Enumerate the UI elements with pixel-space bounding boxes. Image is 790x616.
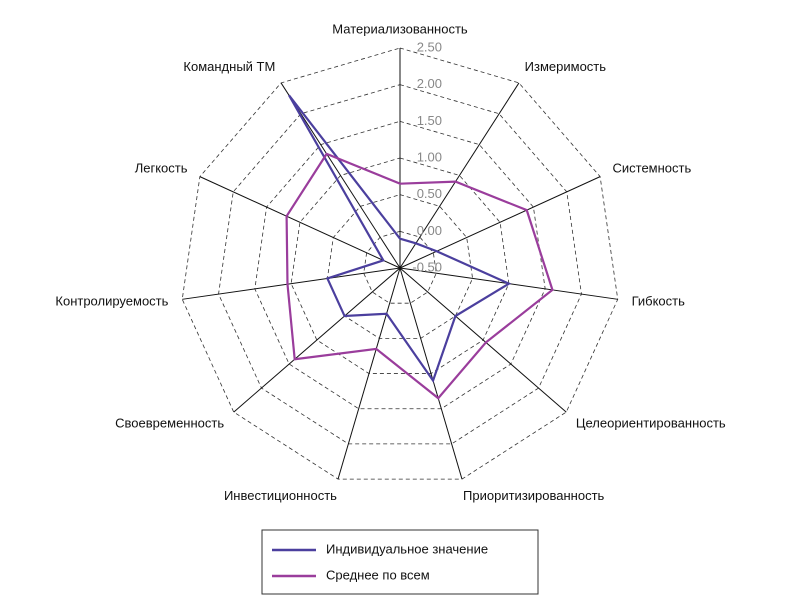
- category-label: Контролируемость: [55, 293, 168, 308]
- grid-line: [181, 47, 619, 480]
- tick-label: 1.50: [417, 113, 442, 128]
- category-label: Системность: [612, 161, 691, 176]
- axis-line: [337, 267, 401, 480]
- category-label: Своевременность: [115, 415, 224, 430]
- axis-line: [199, 176, 401, 269]
- tick-label: 0.00: [417, 223, 442, 238]
- series-line: [285, 152, 554, 400]
- axis-line: [233, 267, 401, 413]
- category-label: Командный ТМ: [183, 59, 275, 74]
- category-label: Гибкость: [632, 293, 686, 308]
- tick-label: -0.50: [412, 259, 442, 274]
- axis-line: [399, 82, 520, 269]
- category-label: Инвестиционность: [224, 488, 337, 503]
- legend-box: [261, 529, 539, 595]
- grid-line: [218, 84, 582, 445]
- series-line: [288, 94, 512, 383]
- tick-label: 0.50: [417, 186, 442, 201]
- tick-label: 1.00: [417, 149, 442, 164]
- legend-label: Индивидуальное значение: [326, 541, 488, 556]
- tick-label: 2.00: [417, 76, 442, 91]
- category-label: Целеориентированность: [576, 415, 726, 430]
- axis-line: [399, 267, 463, 480]
- grid-line: [254, 120, 546, 410]
- axis-line: [280, 82, 401, 269]
- axis-line: [399, 267, 567, 413]
- axis-line: [399, 176, 601, 269]
- legend-label: Среднее по всем: [326, 567, 430, 582]
- category-label: Измеримость: [525, 59, 607, 74]
- category-label: Материализованность: [332, 21, 468, 36]
- category-label: Легкость: [135, 161, 188, 176]
- grid-line: [327, 194, 473, 339]
- axis-line: [182, 267, 401, 300]
- category-label: Приоритизированность: [463, 488, 604, 503]
- tick-label: 2.50: [417, 39, 442, 54]
- grid-line: [290, 157, 510, 374]
